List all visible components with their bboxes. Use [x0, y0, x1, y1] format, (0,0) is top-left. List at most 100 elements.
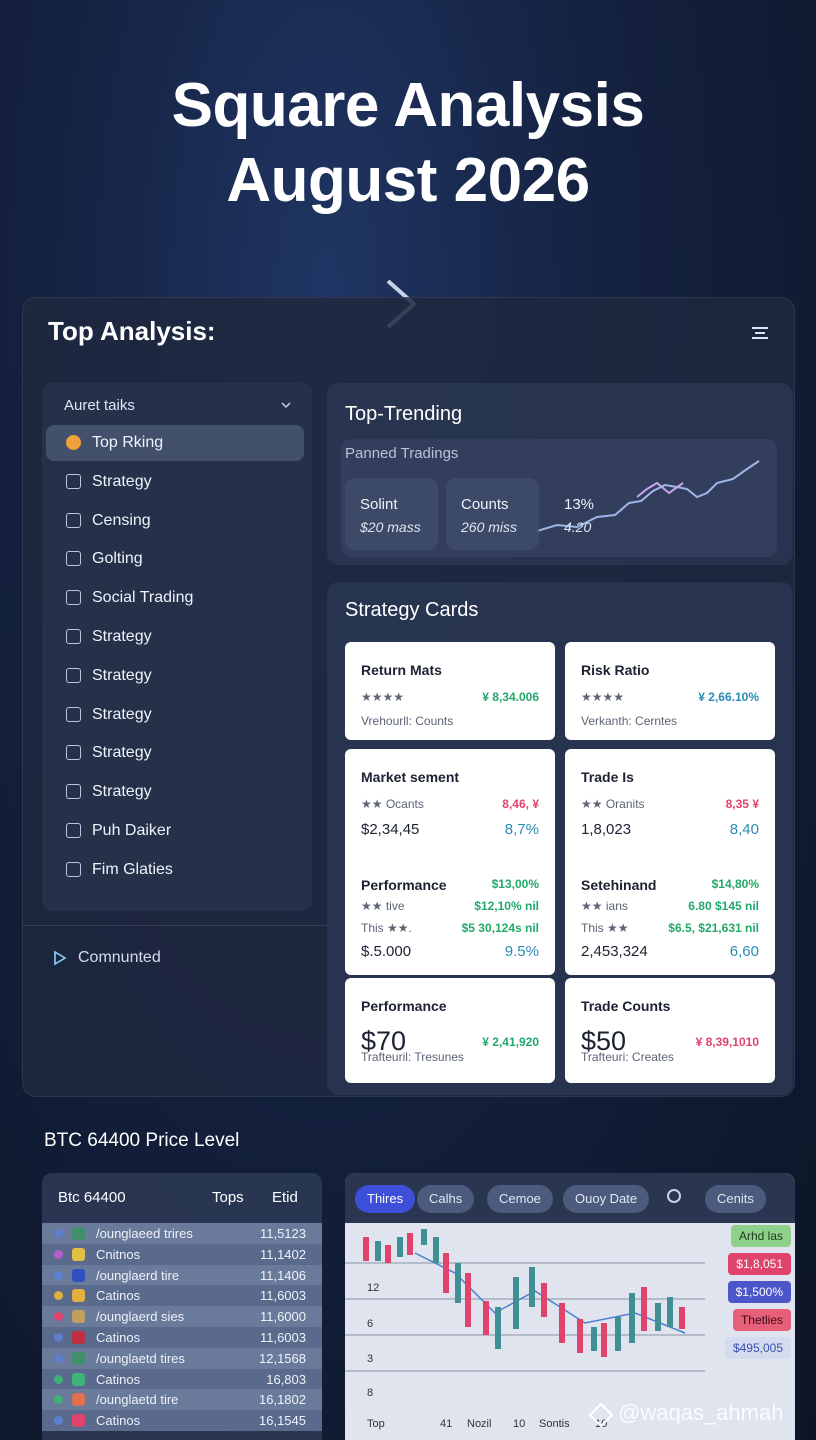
sidebar: Auret taiks Top Rking Strategy Censing Golt…: [42, 383, 312, 911]
sidebar-item[interactable]: Censing: [46, 503, 304, 539]
row-value: ¥ 8,34.006: [482, 690, 539, 704]
price-table: Btc 64400 Tops Etid/ounglaeed trires 11,512…: [42, 1173, 322, 1440]
table-row[interactable]: Catinos 16,1545: [42, 1410, 322, 1432]
row-value: 11,6003: [259, 1330, 306, 1345]
y-label: 6: [367, 1318, 374, 1330]
panel-title: Top Analysis:: [48, 316, 216, 346]
sidebar-item[interactable]: Golting: [46, 541, 304, 577]
sidebar-item[interactable]: Social Trading: [46, 580, 304, 616]
table-header: Tops: [212, 1189, 244, 1206]
table-row[interactable]: /ounglaetd tire 16,1802: [42, 1389, 322, 1411]
row-name: /ounglaetd tire: [96, 1392, 179, 1408]
table-row[interactable]: /ounglaerd sies 11,6000: [42, 1306, 322, 1328]
sidebar-item[interactable]: Strategy: [46, 774, 304, 810]
sidebar-heading[interactable]: Auret taiks: [64, 397, 135, 414]
card-title: Performance: [361, 998, 447, 1014]
strategy-card[interactable]: Trade Is ★★ Oranits 8,35 ¥ 1,8,023 8,40: [565, 749, 775, 865]
table-row[interactable]: Cnitnos 11,1402: [42, 1243, 322, 1265]
row-name: Catinos: [96, 1413, 141, 1429]
stat-value: $20 mass: [360, 519, 421, 535]
row-label: Trafteuri: Creates: [581, 1050, 674, 1064]
row-value: 12,1568: [259, 1350, 306, 1366]
sidebar-item[interactable]: Strategy: [46, 619, 304, 655]
stat-card: Solint $20 mass: [345, 478, 438, 550]
row-value: ¥ 8,39,1010: [695, 1034, 759, 1049]
x-label: Top: [367, 1418, 385, 1430]
row-name: /ounglaerd tire: [96, 1267, 180, 1283]
play-icon: [54, 950, 67, 966]
chart-tab[interactable]: Ouoy Date: [563, 1185, 650, 1213]
row-label: ★★ tive: [361, 899, 405, 913]
row-label: This ★★: [581, 921, 629, 935]
strategy-card[interactable]: Performance $70 ¥ 2,41,920 Trafteuril: Tres…: [345, 978, 555, 1083]
chart-tab[interactable]: Calhs: [417, 1185, 475, 1213]
dropdown-icon[interactable]: [280, 399, 292, 411]
sidebar-item[interactable]: Fim Glaties: [46, 852, 304, 888]
chart-tab[interactable]: Cenits: [705, 1185, 766, 1213]
search-icon[interactable]: [667, 1189, 681, 1203]
strategy-card[interactable]: Return Mats ★★★★ ¥ 8,34.006 Vrehourll: Coun…: [345, 642, 555, 740]
row-icon: [72, 1227, 85, 1240]
strategy-card[interactable]: Performance $13,00% ★★ tive $12,10% nil This…: [345, 865, 555, 975]
table-row[interactable]: Catinos 11,6003: [42, 1327, 322, 1348]
table-row[interactable]: Catinos 16,803: [42, 1368, 322, 1390]
trending-box: Top-Trending Panned Tradings Solint $20 m…: [327, 383, 793, 565]
table-header: Etid: [272, 1189, 298, 1206]
table-header: Btc 64400: [58, 1189, 126, 1206]
item-icon: [66, 861, 81, 877]
strategy-card[interactable]: Trade Counts $50 ¥ 8,39,1010 Trafteuri: Cre…: [565, 978, 775, 1083]
sidebar-item[interactable]: Strategy: [46, 735, 304, 771]
table-row[interactable]: /ounglaetd tires 12,1568: [42, 1347, 322, 1369]
card-title: Trade Is: [581, 769, 634, 785]
card-title: Return Mats: [361, 662, 442, 678]
card-title: Market sement: [361, 769, 460, 785]
table-row[interactable]: Catinos 11,6003: [42, 1285, 322, 1307]
y-label: 3: [367, 1353, 374, 1365]
strategy-title: Strategy Cards: [345, 599, 479, 621]
row-value: 16,1545: [259, 1413, 306, 1429]
row-dot: [54, 1291, 63, 1301]
sidebar-footer[interactable]: Comnunted: [78, 949, 161, 966]
x-label: Sontis: [539, 1418, 570, 1430]
sidebar-item[interactable]: Puh Daiker: [46, 813, 304, 849]
row-value: $14,80%: [711, 877, 759, 891]
sidebar-item[interactable]: Strategy: [46, 658, 304, 694]
row-icon: [72, 1268, 85, 1282]
price-tag: Thetlies: [732, 1309, 791, 1331]
y-label: 8: [367, 1387, 374, 1399]
row-label: $2,34,45: [361, 821, 420, 838]
row-icon: [72, 1351, 85, 1365]
strategy-card[interactable]: Market sement ★★ Ocants 8,46, ¥ $2,34,45 8,7…: [345, 749, 555, 865]
item-icon: [66, 745, 81, 761]
stat-value: 4.20: [564, 519, 592, 535]
card-row: 1,8,023 8,40: [581, 821, 759, 838]
card-row: ★★ Ocants 8,46, ¥: [361, 797, 539, 811]
card-row: $14,80%: [581, 877, 759, 891]
row-value: 8,46, ¥: [502, 797, 539, 811]
divider: [22, 925, 332, 926]
table-row[interactable]: /ounglaeed trires 11,5123: [42, 1223, 322, 1244]
row-value: 6.80 $145 nil: [688, 899, 759, 913]
chart-tab[interactable]: Cemoe: [487, 1185, 553, 1213]
card-row: $50 ¥ 8,39,1010: [581, 1026, 759, 1057]
sidebar-item[interactable]: Top Rking: [46, 425, 304, 461]
row-name: /ounglaetd tires: [96, 1350, 185, 1366]
sidebar-item[interactable]: Strategy: [46, 464, 304, 500]
row-value: 8,40: [729, 821, 759, 838]
item-icon: [66, 473, 81, 489]
strategy-card[interactable]: Setehinand $14,80% ★★ ians 6.80 $145 nil Thi…: [565, 865, 775, 975]
strategy-card[interactable]: Risk Ratio ★★★★ ¥ 2,66.10% Verkanth: Cernte…: [565, 642, 775, 740]
table-row[interactable]: /ounglaerd tire 11,1406: [42, 1264, 322, 1286]
y-label: 12: [367, 1282, 380, 1294]
row-value: 6,60: [729, 943, 759, 960]
row-label: Vrehourll: Counts: [361, 714, 454, 728]
row-icon: [72, 1331, 85, 1344]
price-tag: $1,8,051: [728, 1253, 791, 1275]
chart-tab[interactable]: Thires: [355, 1185, 416, 1213]
menu-icon[interactable]: [748, 322, 772, 342]
stat-card: Counts 260 miss: [446, 478, 539, 550]
trending-title: Top-Trending: [345, 403, 463, 425]
sidebar-item[interactable]: Strategy: [46, 697, 304, 733]
trending-subtitle: Panned Tradings: [345, 445, 459, 462]
row-label: 2,453,324: [581, 943, 648, 960]
